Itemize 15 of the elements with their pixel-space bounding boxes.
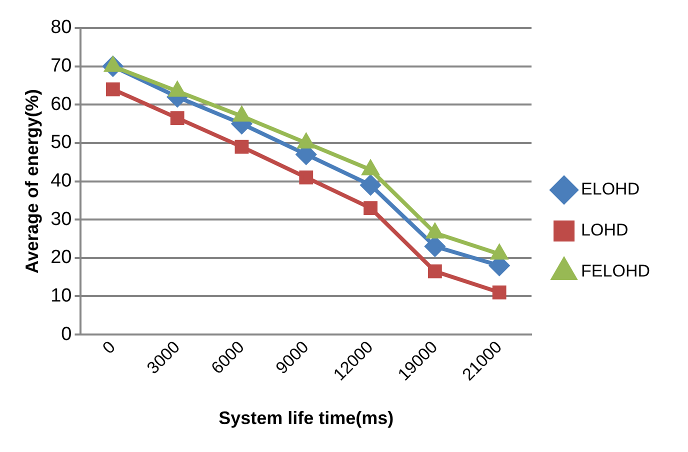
y-tick-label: 70: [50, 56, 72, 77]
legend-label: FELOHD: [581, 262, 650, 281]
y-tick-label: 30: [50, 208, 72, 230]
y-tick-label: 80: [50, 17, 72, 38]
y-tick-label: 20: [50, 247, 72, 268]
x-tick-label: 0: [98, 337, 120, 358]
y-axis-title: Average of energy(%): [22, 89, 42, 274]
legend-label: LOHD: [581, 220, 628, 240]
legend-label: ELOHD: [581, 180, 640, 199]
y-tick-label: 0: [61, 324, 72, 345]
x-axis-title: System life time(ms): [218, 408, 394, 428]
y-tick-label: 50: [50, 132, 72, 154]
y-tick-label: 60: [50, 94, 72, 115]
y-tick-label: 40: [50, 170, 72, 192]
y-tick-label: 10: [50, 285, 72, 306]
